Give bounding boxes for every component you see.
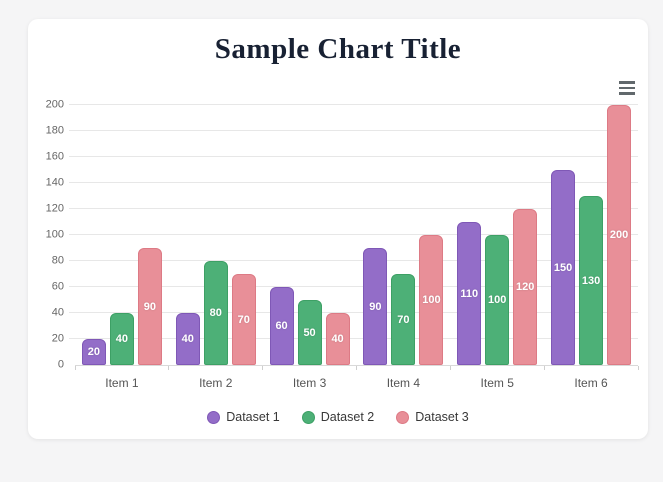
- y-tick-label: 140: [45, 176, 64, 189]
- chart-menu-icon[interactable]: [616, 78, 638, 98]
- x-axis-tick: [74, 366, 76, 370]
- bar-group-3: 60 50 40: [263, 105, 357, 365]
- x-label-item5: Item 5: [480, 376, 514, 390]
- chart-card: Sample Chart Title 0 20 40 60 80 100 120 140 160…: [28, 19, 648, 439]
- bar-value-label: 40: [331, 333, 344, 345]
- gridline: [69, 312, 638, 313]
- bar-dataset3-item6[interactable]: 200: [607, 105, 632, 365]
- bar-value-label: 60: [275, 320, 288, 332]
- y-tick-label: 160: [45, 150, 64, 163]
- bar-dataset1-item6[interactable]: 150: [551, 170, 576, 365]
- x-axis-tick: [168, 366, 170, 370]
- bar-dataset3-item5[interactable]: 120: [513, 209, 538, 365]
- gridline: [69, 156, 638, 157]
- bar-group-2: 40 80 70: [169, 105, 263, 365]
- bar-dataset1-item4[interactable]: 90: [363, 248, 388, 365]
- hamburger-line: [619, 86, 635, 90]
- bar-value-label: 70: [237, 313, 250, 326]
- bar-dataset2-item3[interactable]: 50: [297, 300, 322, 365]
- bar-value-label: 50: [303, 326, 316, 339]
- gridline: [69, 182, 638, 183]
- bar-group-1: 20 40 90: [75, 105, 169, 365]
- y-tick-label: 200: [45, 98, 64, 111]
- legend-item-dataset1[interactable]: Dataset 1: [207, 410, 280, 424]
- bar-dataset1-item5[interactable]: 110: [457, 222, 482, 365]
- x-label-item4: Item 4: [386, 376, 421, 390]
- x-axis-tick: [449, 366, 451, 370]
- legend-item-dataset3[interactable]: Dataset 3: [396, 410, 469, 424]
- bar-dataset2-item2[interactable]: 80: [203, 261, 228, 365]
- bar-group-5: 110 100 120: [450, 105, 544, 365]
- bars-layer: 20 40 90 40 80 70 60 50 40 90 70 100 110 100 120 150 130…: [75, 105, 638, 365]
- bar-dataset1-item3[interactable]: 60: [269, 287, 294, 365]
- x-label-item1: Item 1: [105, 376, 139, 390]
- legend-marker-icon: [207, 410, 221, 424]
- legend-label: Dataset 2: [320, 410, 375, 424]
- y-tick-label: 0: [57, 358, 64, 371]
- hamburger-line: [619, 92, 635, 95]
- gridline: [69, 286, 638, 287]
- x-label-item3: Item 3: [292, 376, 327, 390]
- y-tick-label: 60: [51, 280, 64, 293]
- bar-value-label: 100: [422, 294, 441, 306]
- gridline: [69, 130, 638, 131]
- bar-dataset2-item4[interactable]: 70: [391, 274, 416, 365]
- bar-value-label: 40: [181, 333, 194, 345]
- gridline: [69, 260, 638, 261]
- bar-value-label: 90: [369, 300, 382, 313]
- y-tick-label: 100: [45, 228, 64, 241]
- plot-area: 0 20 40 60 80 100 120 140 160 180 200 20 40 90 40 80 70 6…: [46, 99, 639, 370]
- legend-label: Dataset 3: [415, 410, 469, 424]
- gridline: [69, 104, 638, 105]
- bar-dataset3-item3[interactable]: 40: [325, 313, 350, 365]
- bar-value-label: 70: [397, 313, 410, 326]
- legend-marker-icon: [396, 410, 410, 424]
- bar-value-label: 200: [609, 229, 629, 241]
- bar-dataset2-item1[interactable]: 40: [109, 313, 134, 365]
- bar-value-label: 40: [115, 333, 129, 345]
- y-tick-label: 40: [51, 306, 64, 319]
- x-label-item2: Item 2: [199, 376, 233, 390]
- legend-marker-icon: [301, 410, 315, 424]
- hamburger-line: [619, 81, 635, 84]
- x-axis-tick: [637, 366, 639, 370]
- bar-dataset3-item4[interactable]: 100: [419, 235, 444, 365]
- x-axis-tick: [543, 366, 545, 370]
- bar-dataset3-item1[interactable]: 90: [137, 248, 162, 365]
- bar-dataset2-item6[interactable]: 130: [579, 196, 604, 365]
- bar-value-label: 100: [488, 294, 507, 306]
- bar-dataset2-item5[interactable]: 100: [485, 235, 510, 365]
- bar-value-label: 20: [87, 346, 101, 358]
- x-axis-tick: [262, 366, 264, 370]
- bar-value-label: 90: [143, 300, 157, 313]
- bar-value-label: 80: [209, 307, 222, 319]
- x-axis-labels: Item 1 Item 2 Item 3 Item 4 Item 5 Item 6: [75, 376, 638, 390]
- bar-group-6: 150 130 200: [544, 105, 638, 365]
- x-label-item6: Item 6: [574, 376, 608, 390]
- y-tick-label: 80: [51, 254, 64, 267]
- bar-value-label: 130: [581, 274, 601, 287]
- chart-title: Sample Chart Title: [214, 33, 462, 65]
- legend-label: Dataset 1: [226, 410, 280, 424]
- x-axis-tick: [356, 366, 357, 370]
- bar-value-label: 150: [553, 261, 573, 274]
- bar-value-label: 110: [460, 287, 479, 300]
- gridline: [69, 208, 638, 209]
- bar-dataset3-item2[interactable]: 70: [231, 274, 256, 365]
- bar-group-4: 90 70 100: [356, 105, 450, 365]
- gridline: [69, 234, 638, 235]
- y-tick-label: 20: [51, 332, 64, 345]
- gridline: [69, 338, 638, 339]
- bar-value-label: 120: [516, 281, 535, 293]
- legend: Dataset 1 Dataset 2 Dataset 3: [28, 410, 648, 424]
- bar-dataset1-item2[interactable]: 40: [175, 313, 200, 365]
- legend-item-dataset2[interactable]: Dataset 2: [301, 410, 375, 424]
- y-tick-label: 120: [45, 202, 64, 215]
- bar-dataset1-item1[interactable]: 20: [81, 339, 106, 365]
- y-tick-label: 180: [45, 124, 64, 137]
